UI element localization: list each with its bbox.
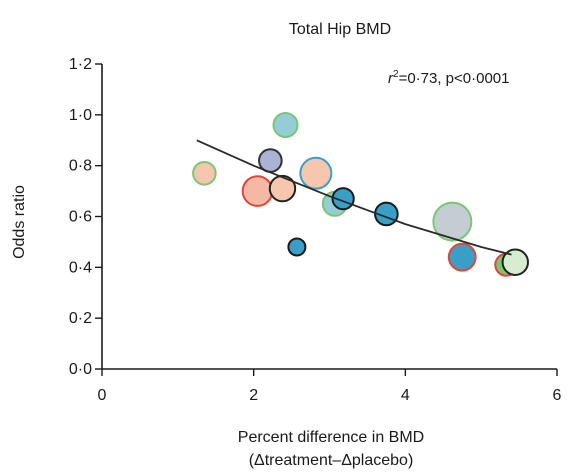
x-tick-label: 0 [98, 387, 107, 404]
x-axis-label-line2: (Δtreatment–Δplacebo) [249, 452, 414, 469]
data-point-6 [287, 237, 307, 257]
annotation-stats: =0·73, p<0·0001 [399, 70, 510, 87]
data-point-2 [241, 175, 274, 207]
fit-line-group [196, 139, 512, 256]
annotation-r: r [388, 70, 394, 87]
x-axis-label: Percent difference in BMD [238, 429, 424, 446]
data-point-1 [192, 160, 217, 186]
fit-line [196, 139, 512, 256]
y-tick-label: 0·8 [69, 158, 92, 175]
annotation: r2=0·73, p<0·0001 [388, 69, 510, 87]
data-point-14 [501, 248, 529, 276]
chart-title: Total Hip BMD [289, 21, 391, 38]
data-points [192, 112, 529, 277]
axes [95, 63, 558, 376]
annotation-sup: 2 [393, 69, 399, 80]
data-point-5 [272, 112, 299, 138]
x-tick-label: 2 [249, 387, 258, 404]
y-tick-label: 1·2 [69, 56, 92, 73]
data-point-7 [299, 156, 333, 190]
y-tick-label: 0·0 [69, 361, 92, 378]
y-tick-label: 0·6 [69, 209, 92, 226]
x-tick-label: 6 [553, 387, 562, 404]
tick-labels: 0·0 0·2 0·4 0·6 0·8 1·0 1·2 0 2 4 6 [69, 56, 562, 404]
y-tick-label: 0·2 [69, 310, 92, 327]
x-tick-label: 4 [401, 387, 410, 404]
data-point-11 [432, 201, 473, 242]
data-point-12 [447, 242, 477, 272]
y-tick-label: 0·4 [69, 259, 92, 276]
y-tick-label: 1·0 [69, 107, 92, 124]
y-axis-label: Odds ratio [11, 185, 28, 259]
data-point-4 [268, 174, 297, 203]
svg-text:r2=0·73, p<0·0001: r2=0·73, p<0·0001 [388, 69, 510, 87]
